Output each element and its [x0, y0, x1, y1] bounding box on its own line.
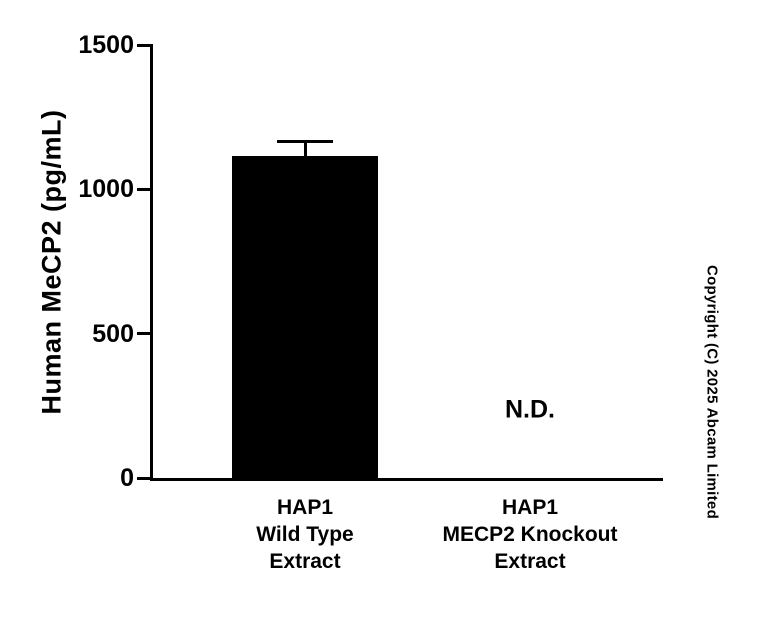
x-label-hap1-mecp2-knockout: HAP1 MECP2 Knockout Extract	[442, 496, 618, 573]
bar-hap1-wild-type	[232, 156, 378, 478]
x-label-hap1-wild-type: HAP1 Wild Type Extract	[256, 496, 354, 573]
y-tick-label: 1000	[78, 175, 134, 204]
x-axis-line	[150, 478, 663, 481]
copyright-text: Copyright (C) 2025 Abcam Limited	[703, 264, 721, 520]
y-tick-mark	[137, 332, 150, 336]
y-tick-label: 1500	[78, 31, 134, 59]
y-tick-mark	[137, 43, 150, 47]
error-bar-line	[303, 141, 307, 163]
y-tick-mark	[137, 187, 150, 191]
y-axis-line	[150, 44, 153, 481]
error-bar-cap	[277, 140, 333, 144]
y-tick-label: 500	[92, 319, 134, 348]
y-axis-title: Human MeCP2 (pg/mL)	[36, 109, 67, 415]
y-tick-mark	[137, 476, 150, 480]
y-tick-label: 0	[120, 464, 134, 492]
not-detected-label: N.D.	[505, 395, 555, 424]
